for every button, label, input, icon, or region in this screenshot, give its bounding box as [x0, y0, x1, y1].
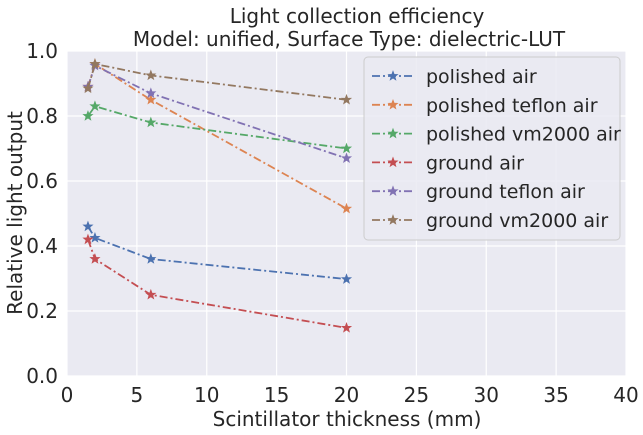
data-point	[340, 142, 353, 154]
y-tick-label: 0.6	[26, 169, 58, 193]
series-2	[82, 100, 353, 154]
data-point	[145, 93, 157, 105]
series-5	[82, 58, 353, 105]
series-line	[87, 105, 347, 150]
chart-title: Light collection efficiency	[230, 4, 485, 28]
legend-marker	[387, 185, 399, 196]
series-3	[82, 233, 353, 333]
chart-subtitle: Model: unified, Surface Type: dielectric…	[133, 27, 566, 51]
legend-label: polished teflon air	[426, 95, 598, 117]
x-tick-label: 30	[474, 383, 499, 407]
legend-label: ground teflon air	[426, 181, 585, 203]
data-point	[340, 152, 353, 163]
data-point	[340, 93, 353, 105]
y-tick-labels: 0.0 0.2 0.4 0.6 0.8 1.0	[26, 39, 58, 388]
y-tick-label: 0.8	[26, 104, 58, 128]
legend-item: polished vm2000 air	[372, 124, 621, 146]
legend-marker	[387, 214, 399, 225]
legend-label: ground air	[426, 152, 524, 174]
data-point	[340, 322, 353, 333]
data-point	[145, 69, 157, 81]
legend-item: ground vm2000 air	[372, 210, 608, 232]
data-point	[82, 110, 94, 121]
data-point	[89, 232, 101, 243]
data-point	[89, 253, 101, 264]
y-tick-label: 1.0	[26, 39, 58, 63]
legend-marker	[387, 127, 399, 139]
data-point	[89, 58, 101, 69]
data-point	[82, 220, 94, 232]
data-point	[82, 82, 94, 94]
data-point	[340, 273, 353, 284]
series-0	[82, 220, 353, 284]
legend-item: polished air	[372, 66, 537, 88]
y-tick-label: 0.0	[26, 364, 58, 388]
legend-box	[363, 56, 621, 241]
legend-label: polished vm2000 air	[426, 124, 621, 146]
y-axis-label: Relative light output	[3, 111, 27, 315]
x-axis-label: Scintillator thickness (mm)	[213, 407, 482, 431]
legend-item: ground teflon air	[372, 181, 585, 203]
legend: polished air polished teflon air polished …	[363, 56, 621, 241]
series-line	[87, 62, 347, 101]
x-tick-label: 25	[404, 383, 429, 407]
series-line	[87, 239, 347, 329]
data-point	[145, 116, 157, 128]
legend-label: polished air	[426, 66, 537, 88]
data-point	[145, 87, 157, 98]
data-point	[340, 202, 353, 214]
legend-marker	[387, 98, 399, 110]
legend-marker	[387, 70, 399, 81]
x-tick-label: 40	[613, 383, 638, 407]
data-point	[82, 233, 94, 245]
legend-marker	[387, 156, 399, 168]
x-tick-label: 15	[264, 383, 289, 407]
data-point	[145, 288, 157, 300]
x-tick-label: 35	[543, 383, 568, 407]
y-tick-label: 0.2	[26, 299, 58, 323]
legend-item: ground air	[372, 152, 524, 174]
legend-item: polished teflon air	[372, 95, 598, 117]
x-tick-label: 10	[194, 383, 219, 407]
data-point	[145, 253, 157, 264]
x-tick-label: 5	[131, 383, 144, 407]
series-line	[87, 226, 347, 280]
x-tick-label: 20	[334, 383, 359, 407]
x-tick-labels: 0 5 10 15 20 25 30 35 40	[61, 383, 639, 407]
legend-label: ground vm2000 air	[426, 210, 608, 232]
x-tick-label: 0	[61, 383, 74, 407]
y-tick-label: 0.4	[26, 234, 58, 258]
series-layer	[82, 58, 353, 333]
data-point	[89, 100, 101, 111]
